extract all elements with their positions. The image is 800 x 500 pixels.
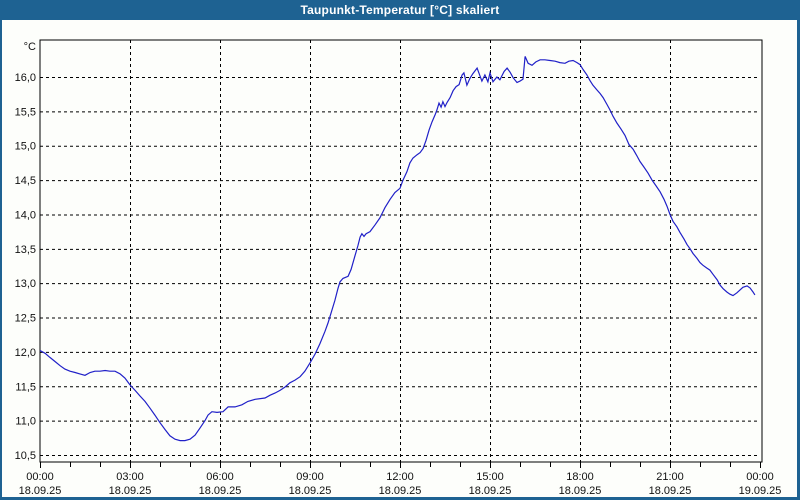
axis-label: 11,0 <box>15 416 36 428</box>
axis-label: 09:00 <box>296 471 324 483</box>
y-axis-labels: °C 10,5 11,0 11,5 12,0 12,5 13,0 13,5 14,0 14,5 15… <box>15 41 36 462</box>
y-gridlines <box>40 77 760 456</box>
axis-label: 18.09.25 <box>199 485 242 497</box>
axis-label: 12:00 <box>386 471 414 483</box>
axis-label: 00:00 <box>746 471 774 483</box>
axis-label: 21:00 <box>656 471 684 483</box>
dewpoint-chart: °C 10,5 11,0 11,5 12,0 12,5 13,0 13,5 14,0 14,5 15… <box>2 20 797 497</box>
axis-label: 14,5 <box>15 175 36 187</box>
series-line-taupunkt-temperatur <box>39 56 756 442</box>
window-title-bar: Taupunkt-Temperatur [°C] skaliert <box>2 0 797 20</box>
axis-label: 13,0 <box>15 278 36 290</box>
axis-label: 12,5 <box>15 313 36 325</box>
axis-label: 18.09.25 <box>379 485 422 497</box>
x-axis-labels: 00:00 18.09.25 03:00 18.09.25 06:00 18.09.25 0… <box>19 471 782 497</box>
axis-label: 03:00 <box>116 471 144 483</box>
chart-canvas: °C 10,5 11,0 11,5 12,0 12,5 13,0 13,5 14,0 14,5 15… <box>15 39 782 497</box>
axis-label: 18.09.25 <box>109 485 152 497</box>
axis-label: 00:00 <box>26 471 54 483</box>
axis-label: 18.09.25 <box>469 485 512 497</box>
axis-label: 16,0 <box>15 72 36 84</box>
x-axis-ticks <box>40 462 761 468</box>
axis-label: 13,5 <box>15 244 36 256</box>
axis-label: 18.09.25 <box>649 485 692 497</box>
axis-label: 15,5 <box>15 106 36 118</box>
axis-label: 12,0 <box>15 347 36 359</box>
axis-label: 06:00 <box>206 471 234 483</box>
axis-label: 15:00 <box>476 471 504 483</box>
axis-label: 10,5 <box>15 450 36 462</box>
axis-label: 19.09.25 <box>739 485 782 497</box>
axis-label: 14,0 <box>15 209 36 221</box>
axis-label: 18.09.25 <box>19 485 62 497</box>
axis-label: °C <box>24 41 36 53</box>
axis-label: 18:00 <box>566 471 594 483</box>
x-gridlines <box>130 40 671 462</box>
window-title: Taupunkt-Temperatur [°C] skaliert <box>300 3 500 17</box>
axis-label: 15,0 <box>15 141 36 153</box>
axis-label: 11,5 <box>15 381 36 393</box>
axis-label: 18.09.25 <box>289 485 332 497</box>
axis-label: 18.09.25 <box>559 485 602 497</box>
